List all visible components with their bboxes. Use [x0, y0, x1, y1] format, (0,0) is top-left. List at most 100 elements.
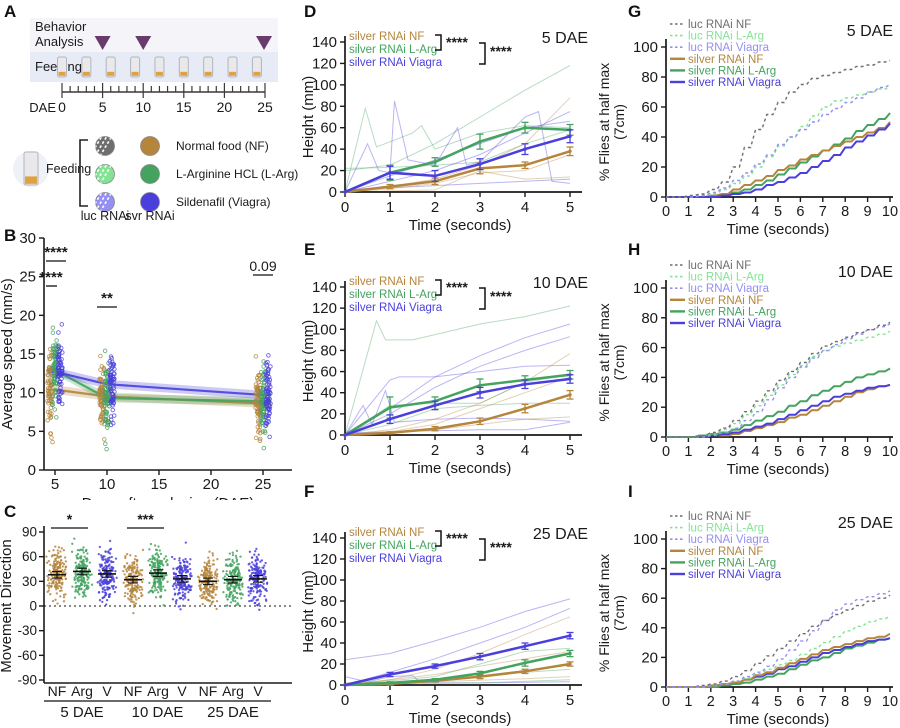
- svg-text:100: 100: [633, 39, 658, 56]
- curve-silver_larg: [666, 367, 891, 438]
- svg-text:90: 90: [22, 525, 37, 540]
- individual-trace: [344, 111, 571, 193]
- x-axis-label: Time (seconds): [727, 221, 830, 238]
- panel-F-canvas: 0 20 40 60 80 100 120 140 0 1 2 3 4 5 Time (seconds) He…: [300, 526, 588, 727]
- svg-text:Arg: Arg: [222, 683, 244, 699]
- svg-text:40: 40: [641, 369, 658, 386]
- svg-text:9: 9: [864, 204, 872, 220]
- legend-entry: silver RNAi L-Arg: [688, 306, 776, 318]
- panel-label-G: G: [628, 2, 642, 21]
- vial-icon: [105, 56, 116, 78]
- svg-text:80: 80: [320, 342, 337, 359]
- mean-series-silver_viagra: [343, 129, 574, 194]
- svg-text:8: 8: [841, 694, 849, 710]
- y-axis-label: Height (mm): [300, 76, 317, 159]
- curve-silver_viagra: [666, 122, 891, 198]
- curve-luc_viagra: [666, 83, 891, 198]
- svg-text:1: 1: [684, 694, 692, 710]
- svg-text:10: 10: [135, 99, 151, 115]
- svg-text:80: 80: [641, 561, 658, 578]
- sig-annotation: ****: [39, 269, 63, 286]
- svg-text:40: 40: [320, 385, 337, 402]
- individual-trace: [344, 305, 571, 436]
- vial-icon: [23, 151, 39, 186]
- y-axis-label-units: (7cm): [611, 104, 627, 140]
- panel-label-E: E: [304, 240, 316, 259]
- svg-text:80: 80: [320, 593, 337, 610]
- individual-trace: [344, 65, 571, 172]
- svg-text:4: 4: [521, 692, 529, 709]
- curve-luc_nf: [666, 321, 891, 438]
- svg-text:1: 1: [386, 692, 394, 709]
- panel-G: G 0 20 40 60 80 100 0 1 2 3 4 5 6 7 8 9 10 Time (seconds)…: [595, 0, 900, 238]
- legend-entry: luc RNAi NF: [688, 260, 751, 272]
- svg-text:20: 20: [320, 163, 337, 180]
- curve-silver_nf: [666, 121, 891, 198]
- panel-title: 10 DAE: [838, 264, 893, 281]
- svg-text:1: 1: [684, 204, 692, 220]
- svg-text:25: 25: [19, 269, 36, 286]
- svg-text:5: 5: [566, 199, 574, 216]
- svg-text:-90: -90: [17, 673, 37, 688]
- svg-text:4: 4: [752, 694, 760, 710]
- legend-entry: silver RNAi NF: [688, 54, 763, 66]
- svg-text:8: 8: [841, 444, 849, 460]
- svg-text:10: 10: [19, 385, 36, 402]
- svg-text:0: 0: [329, 427, 337, 444]
- svg-text:3: 3: [729, 694, 737, 710]
- legend-entry: silver RNAi L-Arg: [349, 540, 437, 552]
- c-ylabel: Movement Direction: [0, 539, 15, 672]
- speed-cluster-silver_viagra: [107, 354, 117, 428]
- y-axis-label: % Flies at half max: [596, 303, 612, 421]
- speed-cluster-silver_viagra: [55, 322, 65, 407]
- svg-text:V: V: [253, 683, 263, 699]
- direction-cluster-NF: [45, 545, 68, 605]
- x-axis-label: Time (seconds): [409, 710, 512, 727]
- legend-entry: luc RNAi NF: [688, 19, 751, 31]
- legend-entry: silver RNAi Viagra: [688, 569, 782, 581]
- svg-text:NF: NF: [48, 683, 67, 699]
- legend-entry: silver RNAi L-Arg: [688, 557, 776, 569]
- curve-luc_viagra: [666, 323, 891, 438]
- svg-text:60: 60: [320, 364, 337, 381]
- panel-label-C: C: [4, 502, 17, 521]
- sig-annotation: 0.09: [249, 258, 276, 274]
- legend-entry: luc RNAi L-Arg: [688, 523, 764, 535]
- mean-series-silver_viagra: [343, 631, 574, 687]
- sig-stars: ****: [490, 288, 512, 304]
- mean-series-silver_nf: [343, 146, 574, 194]
- legend-entry: silver RNAi Viagra: [688, 77, 782, 89]
- vial-icon: [154, 56, 165, 78]
- legend-entry: luc RNAi Viagra: [688, 534, 770, 546]
- svg-text:2: 2: [707, 444, 715, 460]
- svg-text:20: 20: [641, 159, 658, 176]
- legend-entry: luc RNAi NF: [688, 511, 751, 523]
- legend-entry: silver RNAi NF: [688, 546, 763, 558]
- individual-trace: [344, 336, 571, 436]
- sig-stars: ****: [490, 539, 512, 555]
- svg-text:20: 20: [320, 656, 337, 673]
- speed-cluster-silver_viagra: [263, 353, 273, 440]
- svg-text:100: 100: [312, 77, 337, 94]
- svg-text:4: 4: [752, 204, 760, 220]
- svg-text:0: 0: [341, 692, 349, 709]
- svg-text:10: 10: [882, 444, 898, 460]
- legend-entry: silver RNAi L-Arg: [349, 44, 437, 56]
- legend-row: Normal food (NF): [95, 136, 269, 156]
- svg-text:0: 0: [650, 679, 658, 696]
- svg-text:40: 40: [641, 620, 658, 637]
- svg-text:30: 30: [19, 230, 36, 247]
- svg-text:7: 7: [819, 204, 827, 220]
- sig-stars: ****: [446, 34, 468, 50]
- vial-icon: [130, 56, 141, 78]
- vial-icon: [81, 56, 92, 78]
- panel-label-B: B: [4, 226, 17, 245]
- individual-trace: [344, 389, 571, 436]
- panel-label-H: H: [628, 240, 641, 259]
- svg-text:5: 5: [774, 204, 782, 220]
- mean-series-silver_nf: [343, 389, 574, 437]
- panel-A: A BehaviorAnalysisFeeding0510152025DAEFe…: [0, 0, 300, 224]
- svg-text:25: 25: [255, 476, 272, 493]
